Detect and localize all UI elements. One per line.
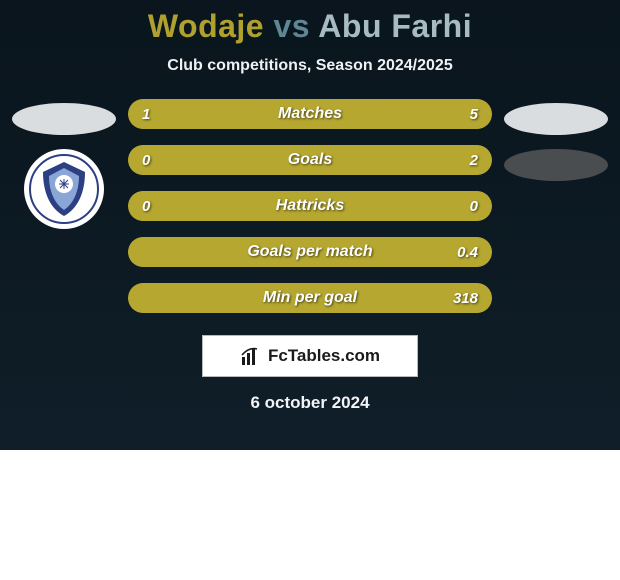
title-player1: Wodaje: [148, 8, 264, 44]
left-side: [8, 99, 120, 229]
brand-text: FcTables.com: [268, 346, 380, 366]
stat-bar: Goals per match0.4: [128, 237, 492, 267]
stat-label: Hattricks: [188, 197, 432, 215]
date: 6 october 2024: [0, 393, 620, 413]
bar-fill-left: [128, 237, 150, 267]
title-player2: Abu Farhi: [318, 8, 472, 44]
stat-bars: 1Matches50Goals20Hattricks0Goals per mat…: [120, 99, 500, 313]
stat-bar: Min per goal318: [128, 283, 492, 313]
bar-chart-icon: [240, 345, 262, 367]
stat-left-value: 1: [128, 106, 188, 123]
stat-label: Min per goal: [188, 289, 432, 307]
stat-right-value: 2: [432, 152, 492, 169]
stat-label: Goals: [188, 151, 432, 169]
stat-bar: 1Matches5: [128, 99, 492, 129]
stat-right-value: 0: [432, 198, 492, 215]
stat-left-value: 0: [128, 152, 188, 169]
stat-left-value: 0: [128, 198, 188, 215]
brand-box[interactable]: FcTables.com: [202, 335, 418, 377]
bar-fill-left: [128, 283, 150, 313]
title-vs: vs: [273, 8, 310, 44]
player1-ellipse: [12, 103, 116, 135]
stat-label: Matches: [188, 105, 432, 123]
comparison-card: Wodaje vs Abu Farhi Club competitions, S…: [0, 0, 620, 450]
stat-label: Goals per match: [188, 243, 432, 261]
stat-right-value: 318: [432, 290, 492, 307]
shield-icon: [29, 154, 99, 224]
stat-right-value: 5: [432, 106, 492, 123]
page-title: Wodaje vs Abu Farhi: [0, 8, 620, 45]
player2-ellipse-1: [504, 103, 608, 135]
subtitle: Club competitions, Season 2024/2025: [0, 57, 620, 75]
stat-right-value: 0.4: [432, 244, 492, 261]
player2-ellipse-2: [504, 149, 608, 181]
stat-bar: 0Hattricks0: [128, 191, 492, 221]
right-side: [500, 99, 612, 181]
stat-bar: 0Goals2: [128, 145, 492, 175]
main-layout: 1Matches50Goals20Hattricks0Goals per mat…: [0, 99, 620, 313]
club-crest: [24, 149, 104, 229]
